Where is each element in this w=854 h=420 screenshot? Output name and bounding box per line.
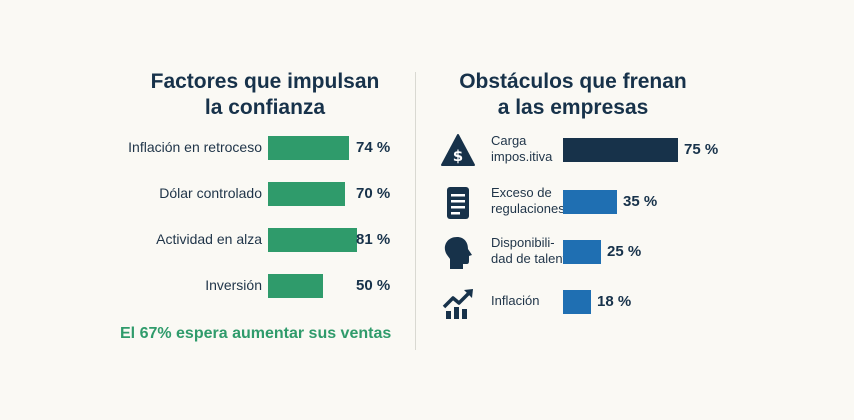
- driver-value: 74 %: [356, 139, 391, 156]
- drivers-title-line-2: la confianza: [204, 96, 326, 119]
- driver-bar: [268, 274, 323, 298]
- obstacle-row: Disponibili-dad de talento 25 %: [418, 233, 854, 273]
- driver-label: Actividad en alza: [156, 231, 262, 247]
- driver-bar: [268, 182, 345, 206]
- obstacles-chart-title: Obstáculos que frenan a las empresas: [418, 69, 728, 121]
- obstacle-label: Inflación: [491, 293, 571, 309]
- obstacle-label-line: Inflación: [491, 293, 540, 308]
- driver-row: Inversión 50 %: [0, 273, 415, 299]
- drivers-chart-title: Factores que impulsan la confianza: [104, 69, 426, 121]
- driver-value: 70 %: [356, 185, 391, 202]
- svg-text:$: $: [453, 147, 463, 165]
- driver-row: Actividad en alza 81 %: [0, 227, 415, 253]
- obstacle-value: 25 %: [607, 243, 642, 260]
- obstacle-label: Carga impos.itiva: [491, 133, 571, 165]
- driver-label: Inflación en retroceso: [128, 139, 262, 155]
- confidence-drivers-panel: Factores que impulsan la confianza Infla…: [0, 0, 415, 420]
- head-profile-icon: [440, 235, 476, 271]
- panel-divider: [415, 72, 416, 350]
- obstacle-label-line: impos.itiva: [491, 149, 553, 164]
- document-icon: [440, 185, 476, 221]
- obstacle-row: Inflación 18 %: [418, 283, 854, 323]
- obstacle-bar: [563, 240, 601, 264]
- obstacle-value: 75 %: [684, 141, 719, 158]
- obstacle-label-line: Exceso de: [491, 185, 552, 200]
- obstacle-bar: [563, 138, 678, 162]
- obstacle-row: $ Carga impos.itiva 75 %: [418, 131, 854, 171]
- dollar-warning-icon: $: [440, 133, 476, 169]
- obstacles-panel: Obstáculos que frenan a las empresas $ Ca…: [418, 0, 854, 420]
- obstacle-label-line: Carga: [491, 133, 527, 148]
- obstacle-label: Exceso de regulaciones: [491, 185, 571, 217]
- driver-label: Dólar controlado: [159, 185, 262, 201]
- obstacle-row: Exceso de regulaciones 35 %: [418, 183, 854, 223]
- obstacle-bar: [563, 190, 617, 214]
- obstacle-value: 18 %: [597, 293, 632, 310]
- obstacle-bar: [563, 290, 591, 314]
- obstacle-label-line: Disponibili-: [491, 235, 555, 250]
- driver-bar: [268, 136, 349, 160]
- obstacles-title-line-2: a las empresas: [497, 96, 649, 119]
- sales-expectation-note: El 67% espera aumentar sus ventas: [120, 325, 392, 342]
- obstacle-label-line: dad de talento: [491, 251, 574, 266]
- driver-label: Inversión: [205, 277, 262, 293]
- obstacles-title-line-1: Obstáculos que frenan: [459, 70, 687, 93]
- obstacle-label: Disponibili-dad de talento: [491, 235, 574, 267]
- driver-value: 81 %: [356, 231, 391, 248]
- trend-up-chart-icon: [440, 285, 476, 321]
- driver-row: Inflación en retroceso 74 %: [0, 135, 415, 161]
- driver-row: Dólar controlado 70 %: [0, 181, 415, 207]
- drivers-title-line-1: Factores que impulsan: [150, 70, 380, 93]
- obstacle-value: 35 %: [623, 193, 658, 210]
- obstacle-label-line: regulaciones: [491, 201, 565, 216]
- driver-value: 50 %: [356, 277, 391, 294]
- driver-bar: [268, 228, 357, 252]
